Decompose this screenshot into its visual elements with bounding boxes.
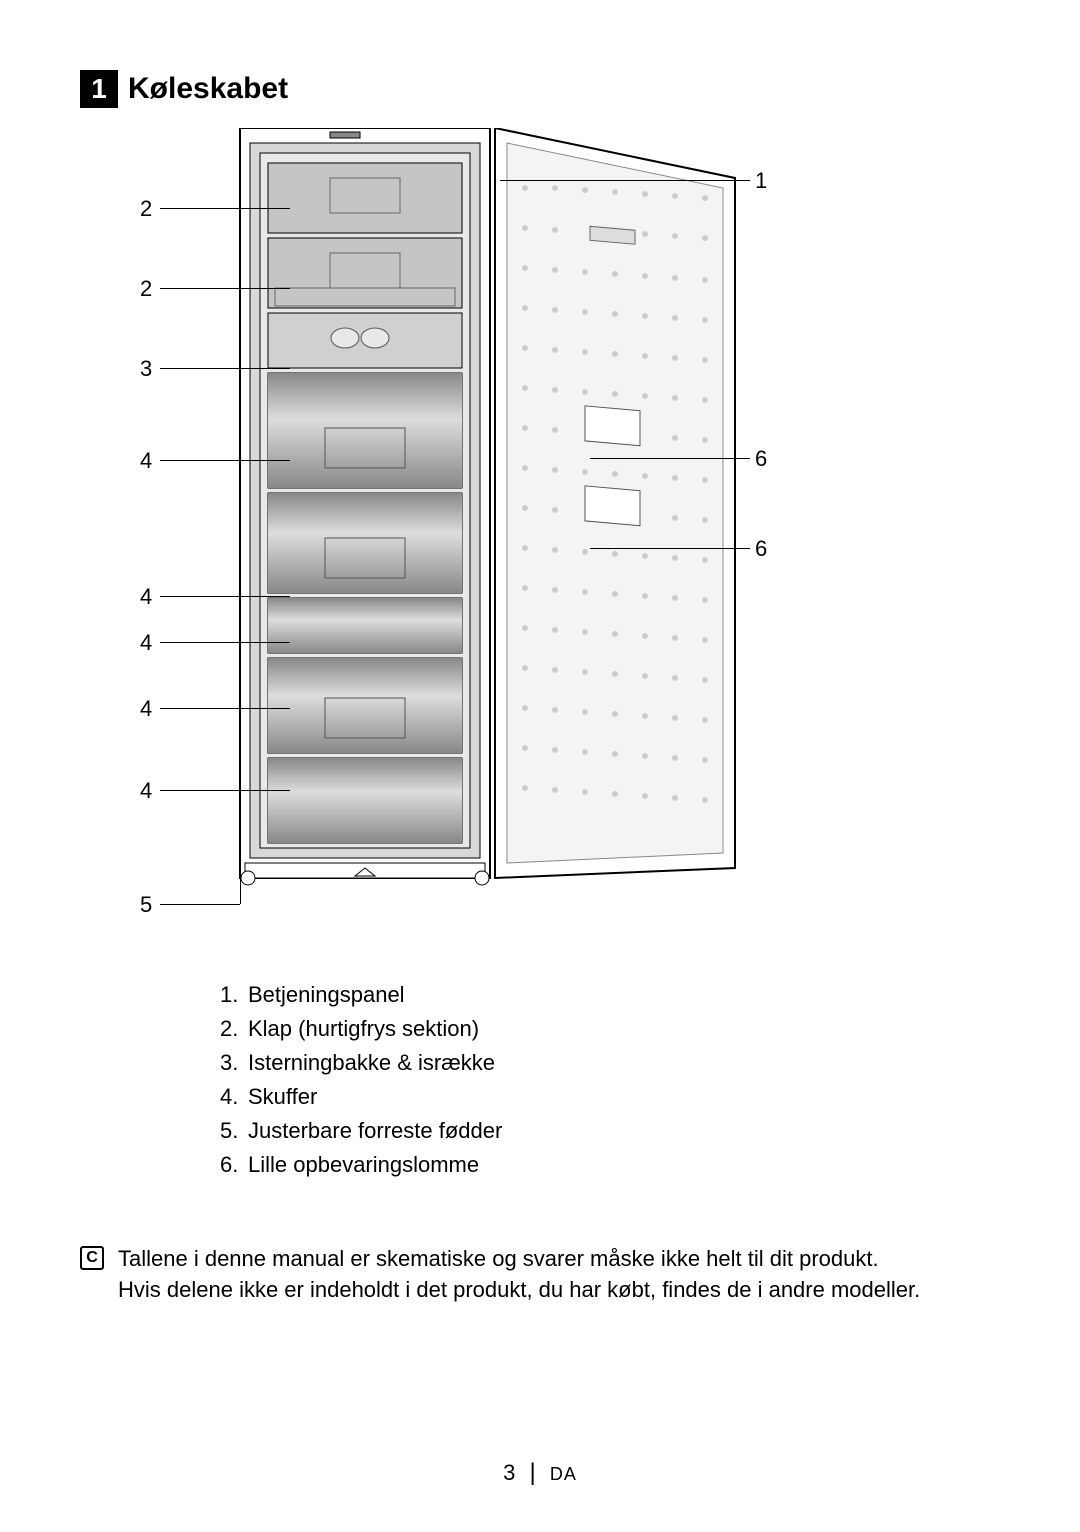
- product-diagram: 2 2 3 4 4 4 4 4 5 1 6 6: [80, 128, 1000, 948]
- page-footer: 3 | DA: [0, 1459, 1080, 1487]
- legend-item-number: 3.: [220, 1046, 248, 1080]
- note-text: Tallene i denne manual er skematiske og …: [118, 1243, 920, 1307]
- legend-item-number: 1.: [220, 978, 248, 1012]
- legend-item-number: 2.: [220, 1012, 248, 1046]
- callout-leader-line: [590, 548, 750, 549]
- callout-label: 1: [755, 168, 767, 194]
- callout-label: 6: [755, 446, 767, 472]
- callout-label: 4: [140, 630, 152, 656]
- callout-leader-line: [500, 180, 750, 181]
- legend-item-number: 6.: [220, 1148, 248, 1182]
- callout-leader-line: [160, 368, 290, 369]
- callout-label: 4: [140, 778, 152, 804]
- legend-item: 6.Lille opbevaringslomme: [220, 1148, 1000, 1182]
- legend-item-text: Klap (hurtigfrys sektion): [248, 1016, 479, 1041]
- freezer-illustration: [190, 128, 890, 928]
- section-number-badge: 1: [80, 70, 118, 108]
- callout-leader-line: [160, 460, 290, 461]
- legend-item-number: 4.: [220, 1080, 248, 1114]
- callout-label: 2: [140, 276, 152, 302]
- legend-item: 1.Betjeningspanel: [220, 978, 1000, 1012]
- legend-item: 5.Justerbare forreste fødder: [220, 1114, 1000, 1148]
- callout-label: 5: [140, 892, 152, 918]
- legend-item: 3.Isterningbakke & isrække: [220, 1046, 1000, 1080]
- legend-item-text: Lille opbevaringslomme: [248, 1152, 479, 1177]
- info-note: C Tallene i denne manual er skematiske o…: [80, 1243, 1000, 1307]
- legend-item: 4.Skuffer: [220, 1080, 1000, 1114]
- footer-language: DA: [550, 1464, 577, 1484]
- callout-leader-line: [160, 904, 240, 905]
- callout-leader-line: [160, 208, 290, 209]
- callout-leader-line: [240, 879, 241, 904]
- legend-item-text: Skuffer: [248, 1084, 317, 1109]
- legend-item-text: Justerbare forreste fødder: [248, 1118, 502, 1143]
- note-line-1: Tallene i denne manual er skematiske og …: [118, 1243, 920, 1275]
- callout-label: 4: [140, 448, 152, 474]
- info-icon: C: [80, 1246, 104, 1270]
- section-title: Køleskabet: [128, 72, 288, 106]
- note-line-2: Hvis delene ikke er indeholdt i det prod…: [118, 1274, 920, 1306]
- section-header: 1 Køleskabet: [80, 70, 1000, 108]
- callout-label: 6: [755, 536, 767, 562]
- callout-label: 2: [140, 196, 152, 222]
- callout-leader-line: [590, 458, 750, 459]
- legend-item-number: 5.: [220, 1114, 248, 1148]
- callout-label: 4: [140, 584, 152, 610]
- callout-leader-line: [160, 596, 290, 597]
- callout-label: 4: [140, 696, 152, 722]
- callout-leader-line: [160, 642, 290, 643]
- footer-separator: |: [530, 1459, 536, 1486]
- legend-item: 2.Klap (hurtigfrys sektion): [220, 1012, 1000, 1046]
- legend-item-text: Isterningbakke & isrække: [248, 1050, 495, 1075]
- manual-page: 1 Køleskabet: [0, 0, 1080, 1532]
- page-number: 3: [503, 1460, 515, 1485]
- legend-item-text: Betjeningspanel: [248, 982, 405, 1007]
- callout-leader-line: [160, 708, 290, 709]
- callout-leader-line: [160, 790, 290, 791]
- legend-list: 1.Betjeningspanel2.Klap (hurtigfrys sekt…: [220, 978, 1000, 1183]
- callout-label: 3: [140, 356, 152, 382]
- callout-leader-line: [160, 288, 290, 289]
